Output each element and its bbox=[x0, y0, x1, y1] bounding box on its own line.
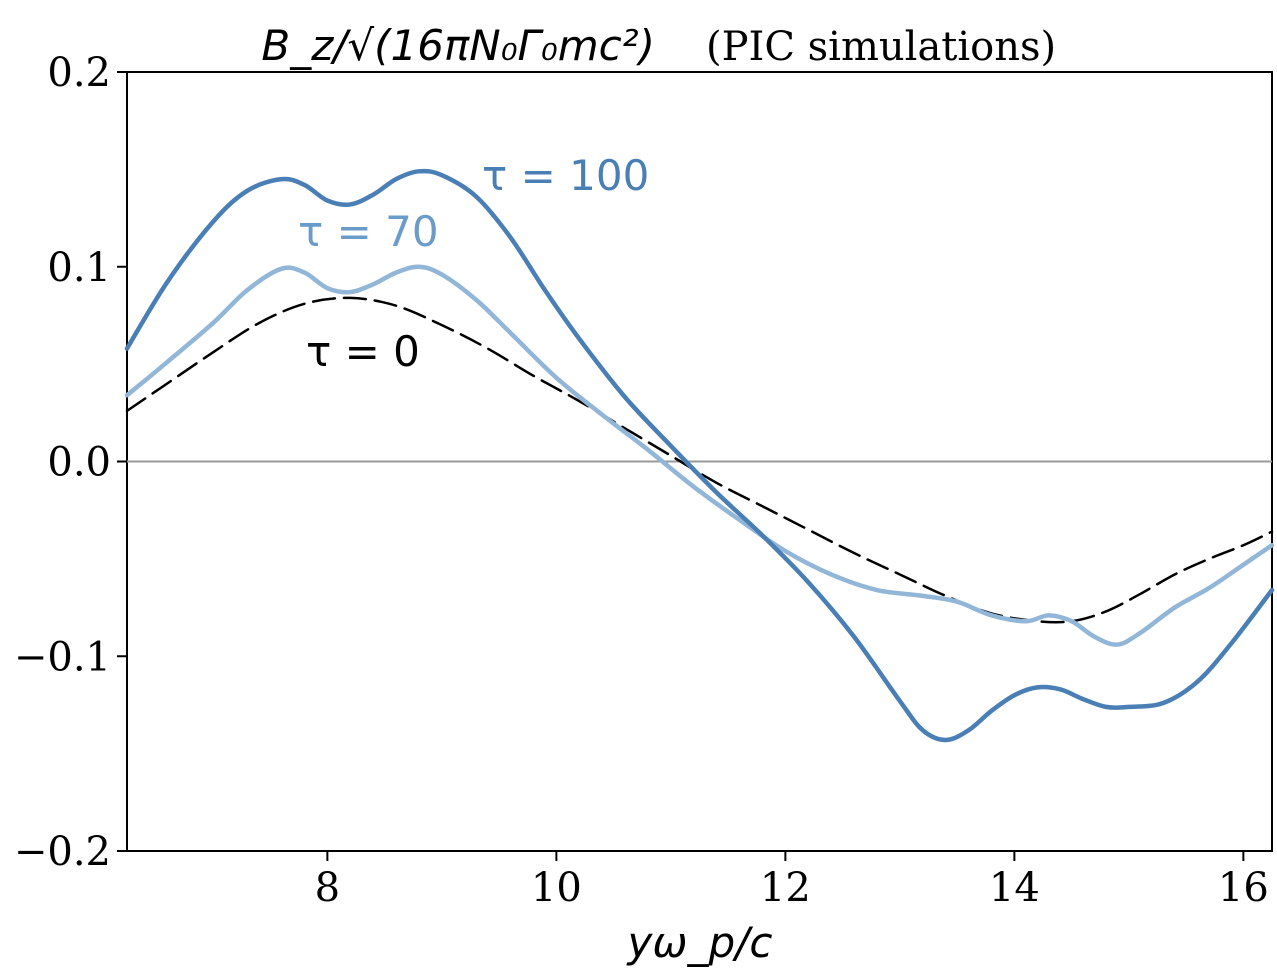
series-label-tau-70: τ = 70 bbox=[298, 207, 439, 256]
chart-title: B_z/√(16πN₀Γ₀mc²) (PIC simulations) bbox=[261, 21, 1056, 70]
y-tick-label: −0.1 bbox=[14, 634, 111, 680]
x-tick-label: 8 bbox=[315, 865, 340, 911]
y-axis-ticks: 0.2 0.1 0.0 −0.1 −0.2 bbox=[14, 50, 127, 875]
title-formula: B_z/√(16πN₀Γ₀mc²) bbox=[261, 21, 655, 70]
y-tick-label: −0.2 bbox=[14, 829, 111, 875]
y-tick-label: 0.2 bbox=[47, 50, 111, 96]
x-tick-label: 12 bbox=[760, 865, 811, 911]
y-tick-label: 0.0 bbox=[47, 440, 111, 486]
series-label-tau-0: τ = 0 bbox=[306, 327, 420, 376]
series-line-70 bbox=[124, 264, 1275, 647]
x-axis-label: yω_p/c bbox=[626, 918, 773, 967]
y-tick-label: 0.1 bbox=[47, 245, 111, 291]
x-tick-label: 16 bbox=[1218, 865, 1269, 911]
x-tick-label: 10 bbox=[531, 865, 582, 911]
title-note: (PIC simulations) bbox=[706, 24, 1056, 70]
x-axis-ticks: 8 10 12 14 16 bbox=[315, 851, 1269, 911]
series-label-tau-100: τ = 100 bbox=[482, 151, 649, 200]
series-line-100 bbox=[124, 168, 1275, 743]
x-tick-label: 14 bbox=[989, 865, 1040, 911]
series-layer bbox=[124, 168, 1275, 743]
series-line-0 bbox=[125, 296, 1274, 624]
